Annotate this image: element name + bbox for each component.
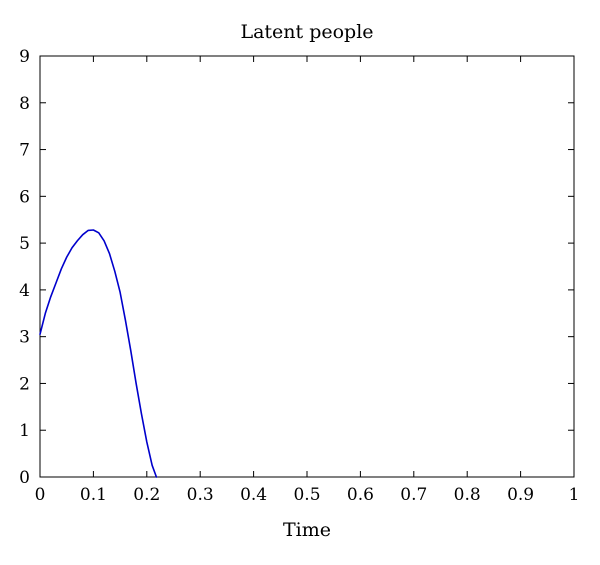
x-tick-label: 0.6 <box>347 485 374 505</box>
x-tick-label: 0.1 <box>80 485 107 505</box>
y-tick-label: 6 <box>19 187 30 207</box>
y-tick-label: 3 <box>19 328 30 348</box>
series-layer <box>39 229 158 478</box>
plot-area <box>39 55 575 478</box>
y-tick-label: 9 <box>19 47 30 67</box>
plot-frame <box>39 55 575 478</box>
y-tick-label: 0 <box>19 468 30 488</box>
x-tick-label: 0.7 <box>400 485 427 505</box>
y-tick-label: 5 <box>19 234 30 254</box>
x-tick-label: 0 <box>35 485 46 505</box>
series-line <box>39 229 158 478</box>
x-tick-label: 0.9 <box>507 485 534 505</box>
y-axis: 0 1 2 3 4 5 6 7 8 9 <box>19 47 574 488</box>
x-axis: 0 0.1 0.2 0.3 0.4 0.5 0.6 0.7 0.8 0.9 1 <box>35 56 580 505</box>
y-tick-label: 1 <box>19 421 30 441</box>
x-tick-label: 0.8 <box>454 485 481 505</box>
y-tick-label: 4 <box>19 281 30 301</box>
chart-title: Latent people <box>240 21 373 43</box>
x-tick-label: 1 <box>569 485 580 505</box>
x-tick-label: 0.2 <box>133 485 160 505</box>
y-tick-label: 7 <box>19 141 30 161</box>
x-tick-label: 0.3 <box>187 485 214 505</box>
y-tick-label: 8 <box>19 94 30 114</box>
y-tick-label: 2 <box>19 374 30 394</box>
x-tick-label: 0.5 <box>293 485 320 505</box>
x-tick-label: 0.4 <box>240 485 267 505</box>
x-axis-label: Time <box>283 519 331 541</box>
